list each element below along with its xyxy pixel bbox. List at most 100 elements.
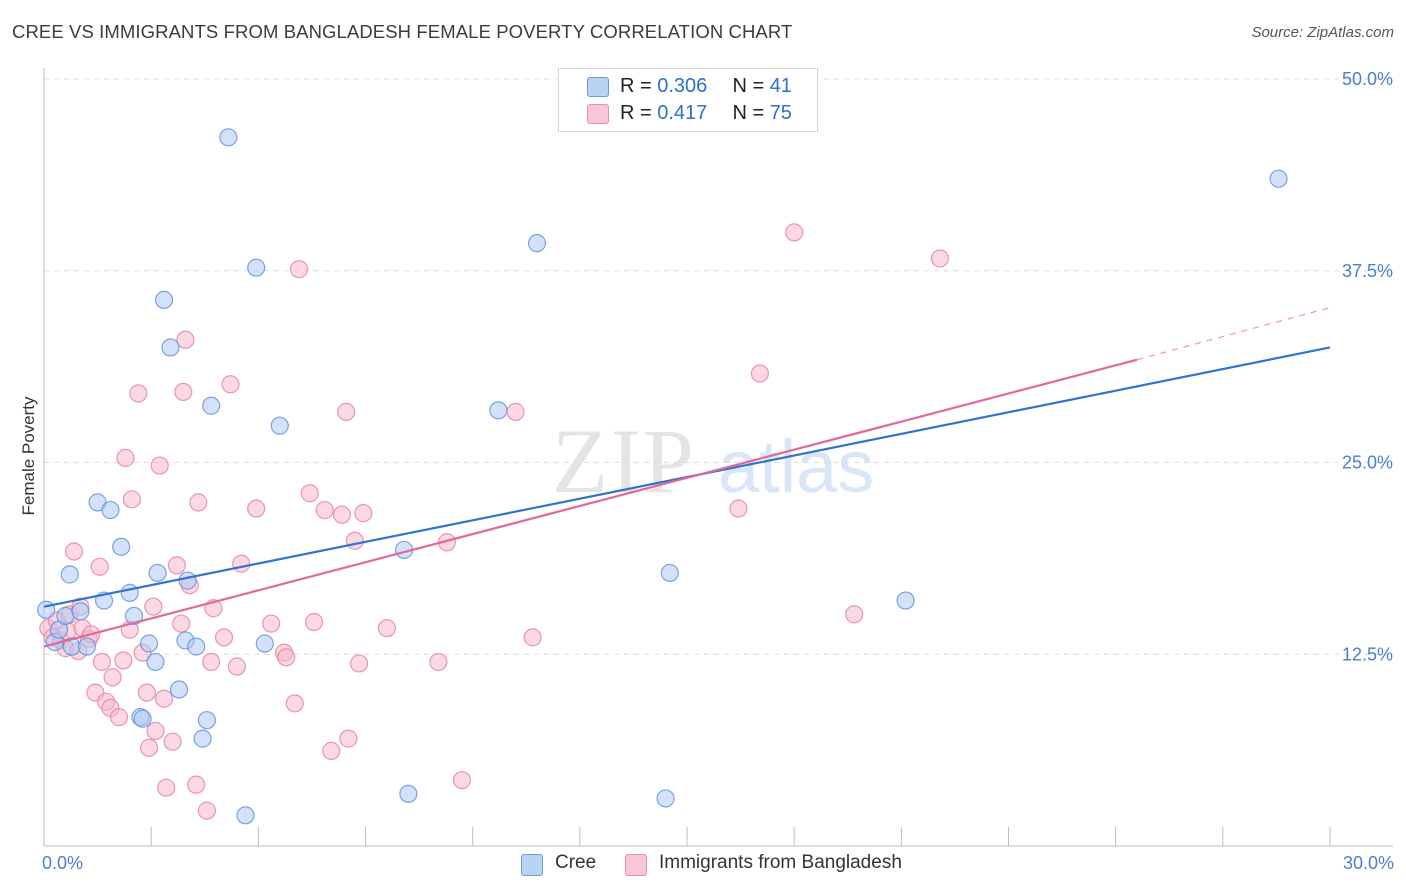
cree-point-40 xyxy=(133,709,152,728)
bangladesh-point-30 xyxy=(150,456,169,475)
cree-point-7 xyxy=(77,637,96,656)
cree-point-0 xyxy=(37,600,56,619)
bangladesh-point-52 xyxy=(285,694,304,713)
cree-point-39 xyxy=(1269,169,1288,188)
bangladesh-point-18 xyxy=(103,668,122,687)
bangladesh-point-57 xyxy=(322,741,341,760)
y-axis-title: Female Poverty xyxy=(19,396,38,516)
cree-point-30 xyxy=(255,634,274,653)
bangladesh-point-55 xyxy=(304,612,324,632)
cree-legend-swatch xyxy=(521,854,543,876)
bangladesh-point-27 xyxy=(139,738,159,757)
bangladesh-point-70 xyxy=(729,499,748,518)
bangladesh-point-34 xyxy=(167,556,186,575)
cree-point-24 xyxy=(193,729,212,748)
bangladesh-point-47 xyxy=(232,554,251,573)
cree-point-15 xyxy=(139,634,159,653)
cree-point-4 xyxy=(60,565,79,584)
bangladesh-point-32 xyxy=(157,778,176,797)
series-legend: Cree Immigrants from Bangladesh xyxy=(0,852,1406,878)
bangladesh-point-14 xyxy=(90,557,109,576)
bangladesh-point-24 xyxy=(129,384,148,403)
bangladesh-point-45 xyxy=(221,375,240,394)
bangladesh-point-64 xyxy=(377,619,397,638)
cree-point-36 xyxy=(660,563,679,583)
bangladesh-point-67 xyxy=(452,770,472,790)
cree-point-10 xyxy=(101,500,120,520)
bangladesh-point-68 xyxy=(506,402,525,421)
x-tick-labels: 0.0% 30.0% xyxy=(42,853,1394,873)
trend-lines xyxy=(43,306,1331,648)
cree-r-value: 0.306 xyxy=(657,75,708,97)
y-tick-label-3: 50.0% xyxy=(1342,69,1393,89)
cree-point-20 xyxy=(169,680,189,699)
cree-swatch xyxy=(587,77,609,97)
cree-point-32 xyxy=(399,784,418,803)
series-bangladesh-points xyxy=(39,223,950,820)
bangladesh-n-label: N = xyxy=(732,102,770,124)
cree-point-3 xyxy=(56,606,75,626)
cree-point-12 xyxy=(120,583,139,602)
cree-point-27 xyxy=(219,128,238,147)
x-tick-label-0: 0.0% xyxy=(42,853,83,873)
y-tick-label-2: 37.5% xyxy=(1342,261,1393,281)
bangladesh-point-42 xyxy=(202,652,221,672)
watermark: ZIP atlas xyxy=(552,410,874,512)
bangladesh-point-36 xyxy=(174,382,193,402)
bangladesh-point-65 xyxy=(429,652,448,672)
bangladesh-point-59 xyxy=(337,402,356,421)
bangladesh-point-44 xyxy=(214,628,234,647)
cree-point-37 xyxy=(656,789,675,808)
cree-point-11 xyxy=(112,537,131,556)
bangladesh-r-value: 0.417 xyxy=(657,102,708,124)
bangladesh-r-label: R = xyxy=(620,102,658,124)
bangladesh-point-56 xyxy=(315,500,334,520)
cree-point-19 xyxy=(161,338,180,357)
axes xyxy=(43,68,1393,847)
bangladesh-trend-line xyxy=(43,358,1138,648)
bangladesh-point-54 xyxy=(300,484,319,503)
cree-point-22 xyxy=(178,571,197,590)
bangladesh-point-40 xyxy=(189,493,208,512)
stats-legend: R = 0.306 N = 41 R = 0.417 N = 75 xyxy=(558,68,818,132)
bangladesh-point-7 xyxy=(64,542,84,561)
bangladesh-point-61 xyxy=(345,531,364,550)
cree-point-25 xyxy=(197,711,216,730)
y-tick-label-0: 12.5% xyxy=(1342,644,1393,664)
bangladesh-point-29 xyxy=(146,721,165,741)
cree-r-label: R = xyxy=(620,75,658,97)
bangladesh-point-69 xyxy=(523,628,542,647)
bangladesh-point-62 xyxy=(349,654,369,673)
bangladesh-point-49 xyxy=(262,614,281,633)
bangladesh-point-73 xyxy=(845,605,864,624)
cree-point-35 xyxy=(527,234,547,253)
source-credit: Source: ZipAtlas.com xyxy=(1251,24,1394,41)
cree-point-34 xyxy=(489,401,508,420)
bangladesh-n-value: 75 xyxy=(769,102,792,124)
bangladesh-swatch xyxy=(587,104,609,124)
series-cree-points xyxy=(37,128,1288,825)
cree-point-17 xyxy=(148,563,167,583)
bangladesh-legend-label: Immigrants from Bangladesh xyxy=(659,852,902,873)
bangladesh-point-46 xyxy=(227,657,246,676)
bangladesh-point-74 xyxy=(930,249,950,268)
bangladesh-point-37 xyxy=(176,330,195,349)
bangladesh-point-48 xyxy=(247,499,266,518)
bangladesh-point-53 xyxy=(289,260,309,279)
cree-point-31 xyxy=(270,416,289,435)
bangladesh-trend-extension xyxy=(1136,306,1331,361)
watermark-zip: ZIP xyxy=(552,410,696,512)
bangladesh-point-31 xyxy=(154,689,174,708)
bangladesh-legend-swatch xyxy=(625,854,647,876)
bangladesh-point-72 xyxy=(785,223,804,242)
bangladesh-point-19 xyxy=(109,708,129,727)
bangladesh-point-51 xyxy=(277,648,296,667)
chart-title: CREE VS IMMIGRANTS FROM BANGLADESH FEMAL… xyxy=(12,21,793,42)
x-tick-label-1: 30.0% xyxy=(1343,853,1394,873)
cree-point-13 xyxy=(124,606,144,626)
y-tick-labels: 12.5% 25.0% 37.5% 50.0% xyxy=(1342,69,1393,664)
bangladesh-point-26 xyxy=(137,683,156,702)
cree-point-28 xyxy=(236,806,255,825)
bangladesh-point-41 xyxy=(197,801,216,820)
